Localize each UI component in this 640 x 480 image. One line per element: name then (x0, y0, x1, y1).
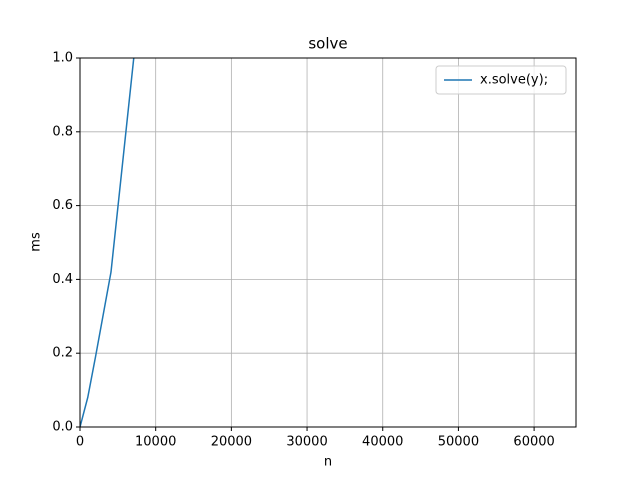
legend-label: x.solve(y); (480, 73, 548, 88)
x-axis-label: n (324, 455, 332, 470)
y-tick-label: 0.4 (52, 272, 73, 287)
x-tick-label: 20000 (211, 435, 252, 450)
chart-title: solve (308, 35, 347, 53)
y-tick-label: 0.6 (52, 198, 73, 213)
plot-frame (79, 57, 577, 428)
x-tick-label: 50000 (438, 435, 479, 450)
x-tick-label: 10000 (135, 435, 176, 450)
data-line (80, 58, 135, 427)
y-tick-label: 0.8 (52, 124, 73, 139)
legend-box (435, 65, 567, 95)
y-tick-label: 1.0 (52, 51, 73, 66)
x-tick-label: 30000 (286, 435, 327, 450)
y-axis-label: ms (29, 232, 44, 252)
x-tick-label: 40000 (362, 435, 403, 450)
y-tick-label: 0.2 (52, 346, 73, 361)
x-tick-label: 0 (76, 435, 84, 450)
x-tick-label: 60000 (513, 435, 554, 450)
y-tick-label: 0.0 (52, 420, 73, 435)
